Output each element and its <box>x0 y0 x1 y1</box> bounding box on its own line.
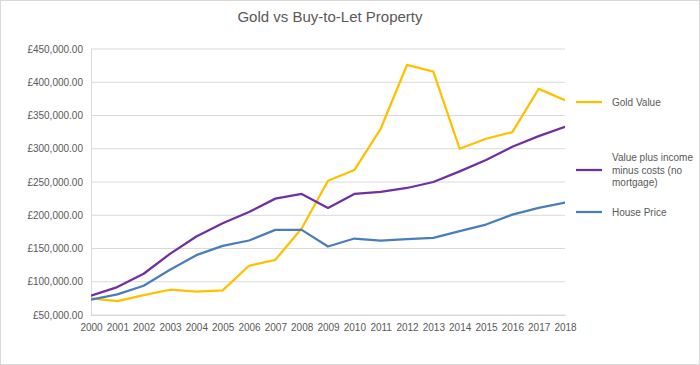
grid-line <box>91 281 565 282</box>
y-tick: £450,000.00 <box>27 44 91 55</box>
x-tick: 2004 <box>186 322 209 333</box>
legend-label: Gold Value <box>612 97 661 108</box>
y-tick-label: £150,000.00 <box>27 243 83 254</box>
x-tick-label: 2017 <box>528 322 551 333</box>
y-tick-label: £250,000.00 <box>27 177 83 188</box>
series-line <box>91 203 565 300</box>
grid-line <box>91 315 565 316</box>
x-tick: 2011 <box>370 322 392 333</box>
legend-item: Gold Value <box>576 97 661 108</box>
x-tick-label: 2005 <box>212 322 235 333</box>
legend-label-line: House Price <box>612 207 667 218</box>
legend-swatch <box>576 101 602 103</box>
grid-line <box>91 148 565 149</box>
y-tick-label: £100,000.00 <box>27 276 83 287</box>
x-tick: 2009 <box>317 322 340 333</box>
x-tick: 2010 <box>344 322 367 333</box>
x-tick: 2008 <box>291 322 314 333</box>
x-tick-label: 2009 <box>317 322 340 333</box>
x-tick: 2007 <box>265 322 288 333</box>
x-tick: 2002 <box>133 322 156 333</box>
y-tick: £250,000.00 <box>27 177 91 188</box>
x-tick: 2012 <box>396 322 419 333</box>
x-tick: 2001 <box>107 322 130 333</box>
x-tick-label: 2006 <box>238 322 261 333</box>
y-tick-label: £400,000.00 <box>27 77 83 88</box>
x-tick-label: 2002 <box>133 322 156 333</box>
y-tick-label: £50,000.00 <box>33 310 83 321</box>
legend-swatch <box>576 211 602 213</box>
y-tick: £200,000.00 <box>27 210 91 221</box>
x-tick: 2015 <box>475 322 498 333</box>
series-line <box>91 127 565 296</box>
x-tick-label: 2016 <box>502 322 525 333</box>
title: Gold vs Buy-to-Let Property <box>237 8 423 25</box>
y-axis: £50,000.00 £100,000.00 £150,000.00 £200,000… <box>27 44 91 321</box>
y-tick-label: £200,000.00 <box>27 210 83 221</box>
grid <box>91 49 565 315</box>
x-tick-label: 2004 <box>186 322 209 333</box>
x-axis-line <box>92 315 566 316</box>
x-tick: 2017 <box>528 322 551 333</box>
y-tick-label: £450,000.00 <box>27 44 83 55</box>
x-tick: 2006 <box>238 322 261 333</box>
y-axis-line <box>91 50 92 316</box>
legend-label-line: minus costs (no <box>612 165 682 176</box>
legend-label-line: Gold Value <box>612 97 661 108</box>
x-tick: 2003 <box>159 322 182 333</box>
x-tick-label: 2011 <box>370 322 392 333</box>
x-tick-label: 2012 <box>396 322 419 333</box>
legend-label: House Price <box>612 207 667 218</box>
x-tick-label: 2007 <box>265 322 288 333</box>
x-axis: 2000 200120022003 200420052006 200720082009… <box>80 316 577 334</box>
legend-label-line: mortgage) <box>612 177 658 188</box>
legend-item: Value plus income minus costs (nomortgage… <box>576 152 693 188</box>
x-tick: 2005 <box>212 322 235 333</box>
legend: Gold Value Value plus income minus costs (… <box>576 97 693 218</box>
x-tick-label: 2000 <box>80 322 103 333</box>
x-tick: 2014 <box>449 322 472 333</box>
x-tick-label: 2001 <box>107 322 130 333</box>
x-tick: 2016 <box>502 322 525 333</box>
x-tick: 2000 <box>80 322 103 333</box>
y-tick: £150,000.00 <box>27 243 91 254</box>
y-tick: £400,000.00 <box>27 77 91 88</box>
legend-label-line: Value plus income <box>612 152 693 163</box>
y-tick-label: £350,000.00 <box>27 110 83 121</box>
x-tick-label: 2018 <box>554 322 577 333</box>
x-tick-label: 2014 <box>449 322 472 333</box>
x-tick-label: 2015 <box>475 322 498 333</box>
grid-line <box>91 248 565 249</box>
grid-line <box>91 82 565 83</box>
lines <box>91 65 565 301</box>
series-line <box>91 65 565 301</box>
x-tick-label: 2010 <box>344 322 367 333</box>
y-tick: £350,000.00 <box>27 110 91 121</box>
y-tick: £300,000.00 <box>27 143 91 154</box>
x-tick: 2018 <box>554 322 577 333</box>
legend-label: Value plus income minus costs (nomortgage… <box>612 152 693 188</box>
legend-item: House Price <box>576 207 667 218</box>
grid-line <box>91 49 565 50</box>
legend-swatch <box>576 169 602 171</box>
x-tick: 2013 <box>423 322 446 333</box>
grid-line <box>91 115 565 116</box>
chart-frame <box>1 1 700 365</box>
x-tick-label: 2008 <box>291 322 314 333</box>
x-tick-label: 2013 <box>423 322 446 333</box>
y-tick: £50,000.00 <box>33 310 91 321</box>
y-tick-label: £300,000.00 <box>27 143 83 154</box>
grid-line <box>91 215 565 216</box>
y-tick: £100,000.00 <box>27 276 91 287</box>
x-tick-label: 2003 <box>159 322 182 333</box>
chart: Gold vs Buy-to-Let Property £50,000.00 £10… <box>0 0 700 365</box>
